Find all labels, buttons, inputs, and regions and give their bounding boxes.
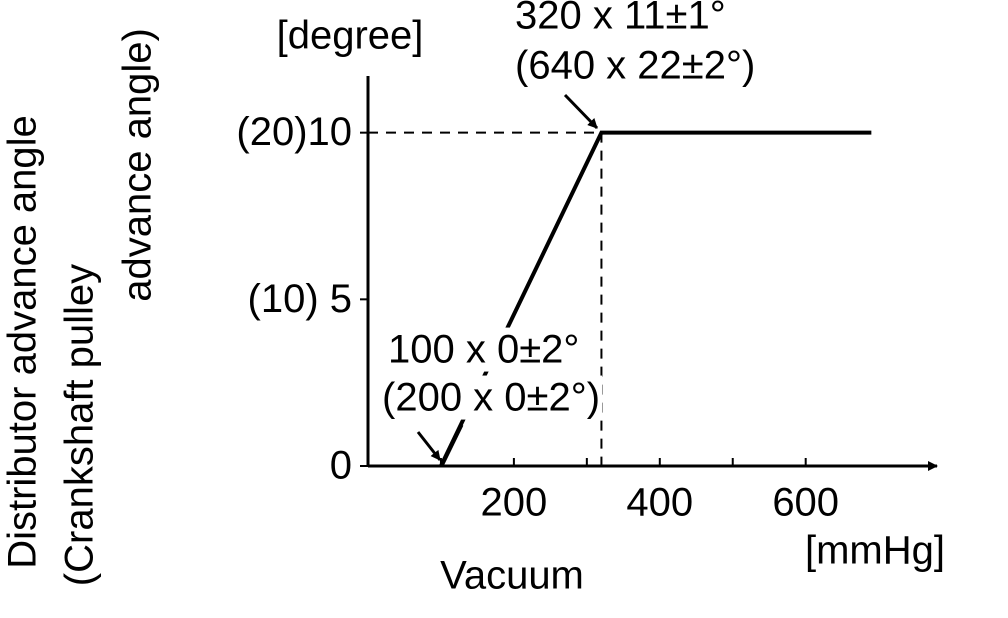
label-background — [380, 375, 603, 420]
x-unit: [mmHg] — [805, 529, 945, 573]
x-tick-label: 400 — [626, 481, 693, 525]
annotation-arrow — [416, 431, 442, 461]
y-axis-title: (Crankshaft pulley — [58, 264, 102, 586]
x-tick-label: 600 — [772, 481, 839, 525]
annotation: 320 x 11±1° — [515, 0, 726, 38]
label-background — [386, 327, 582, 372]
y-axis-title: Distributor advance angle — [1, 115, 45, 569]
annotation: (200 x 0±2°) — [382, 376, 600, 420]
y-tick-label: 0 — [330, 444, 352, 488]
x-tick-label: 200 — [481, 481, 548, 525]
y-unit: [degree] — [277, 14, 424, 58]
y-axis-title: advance angle) — [116, 28, 160, 302]
y-tick-label: (20)10 — [236, 110, 352, 154]
annotation: (640 x 22±2°) — [515, 44, 755, 88]
x-axis-title: Vacuum — [440, 554, 584, 598]
y-tick-label: (10) 5 — [248, 277, 353, 321]
annotation-arrow — [563, 93, 599, 130]
annotation: 100 x 0±2° — [388, 328, 579, 372]
